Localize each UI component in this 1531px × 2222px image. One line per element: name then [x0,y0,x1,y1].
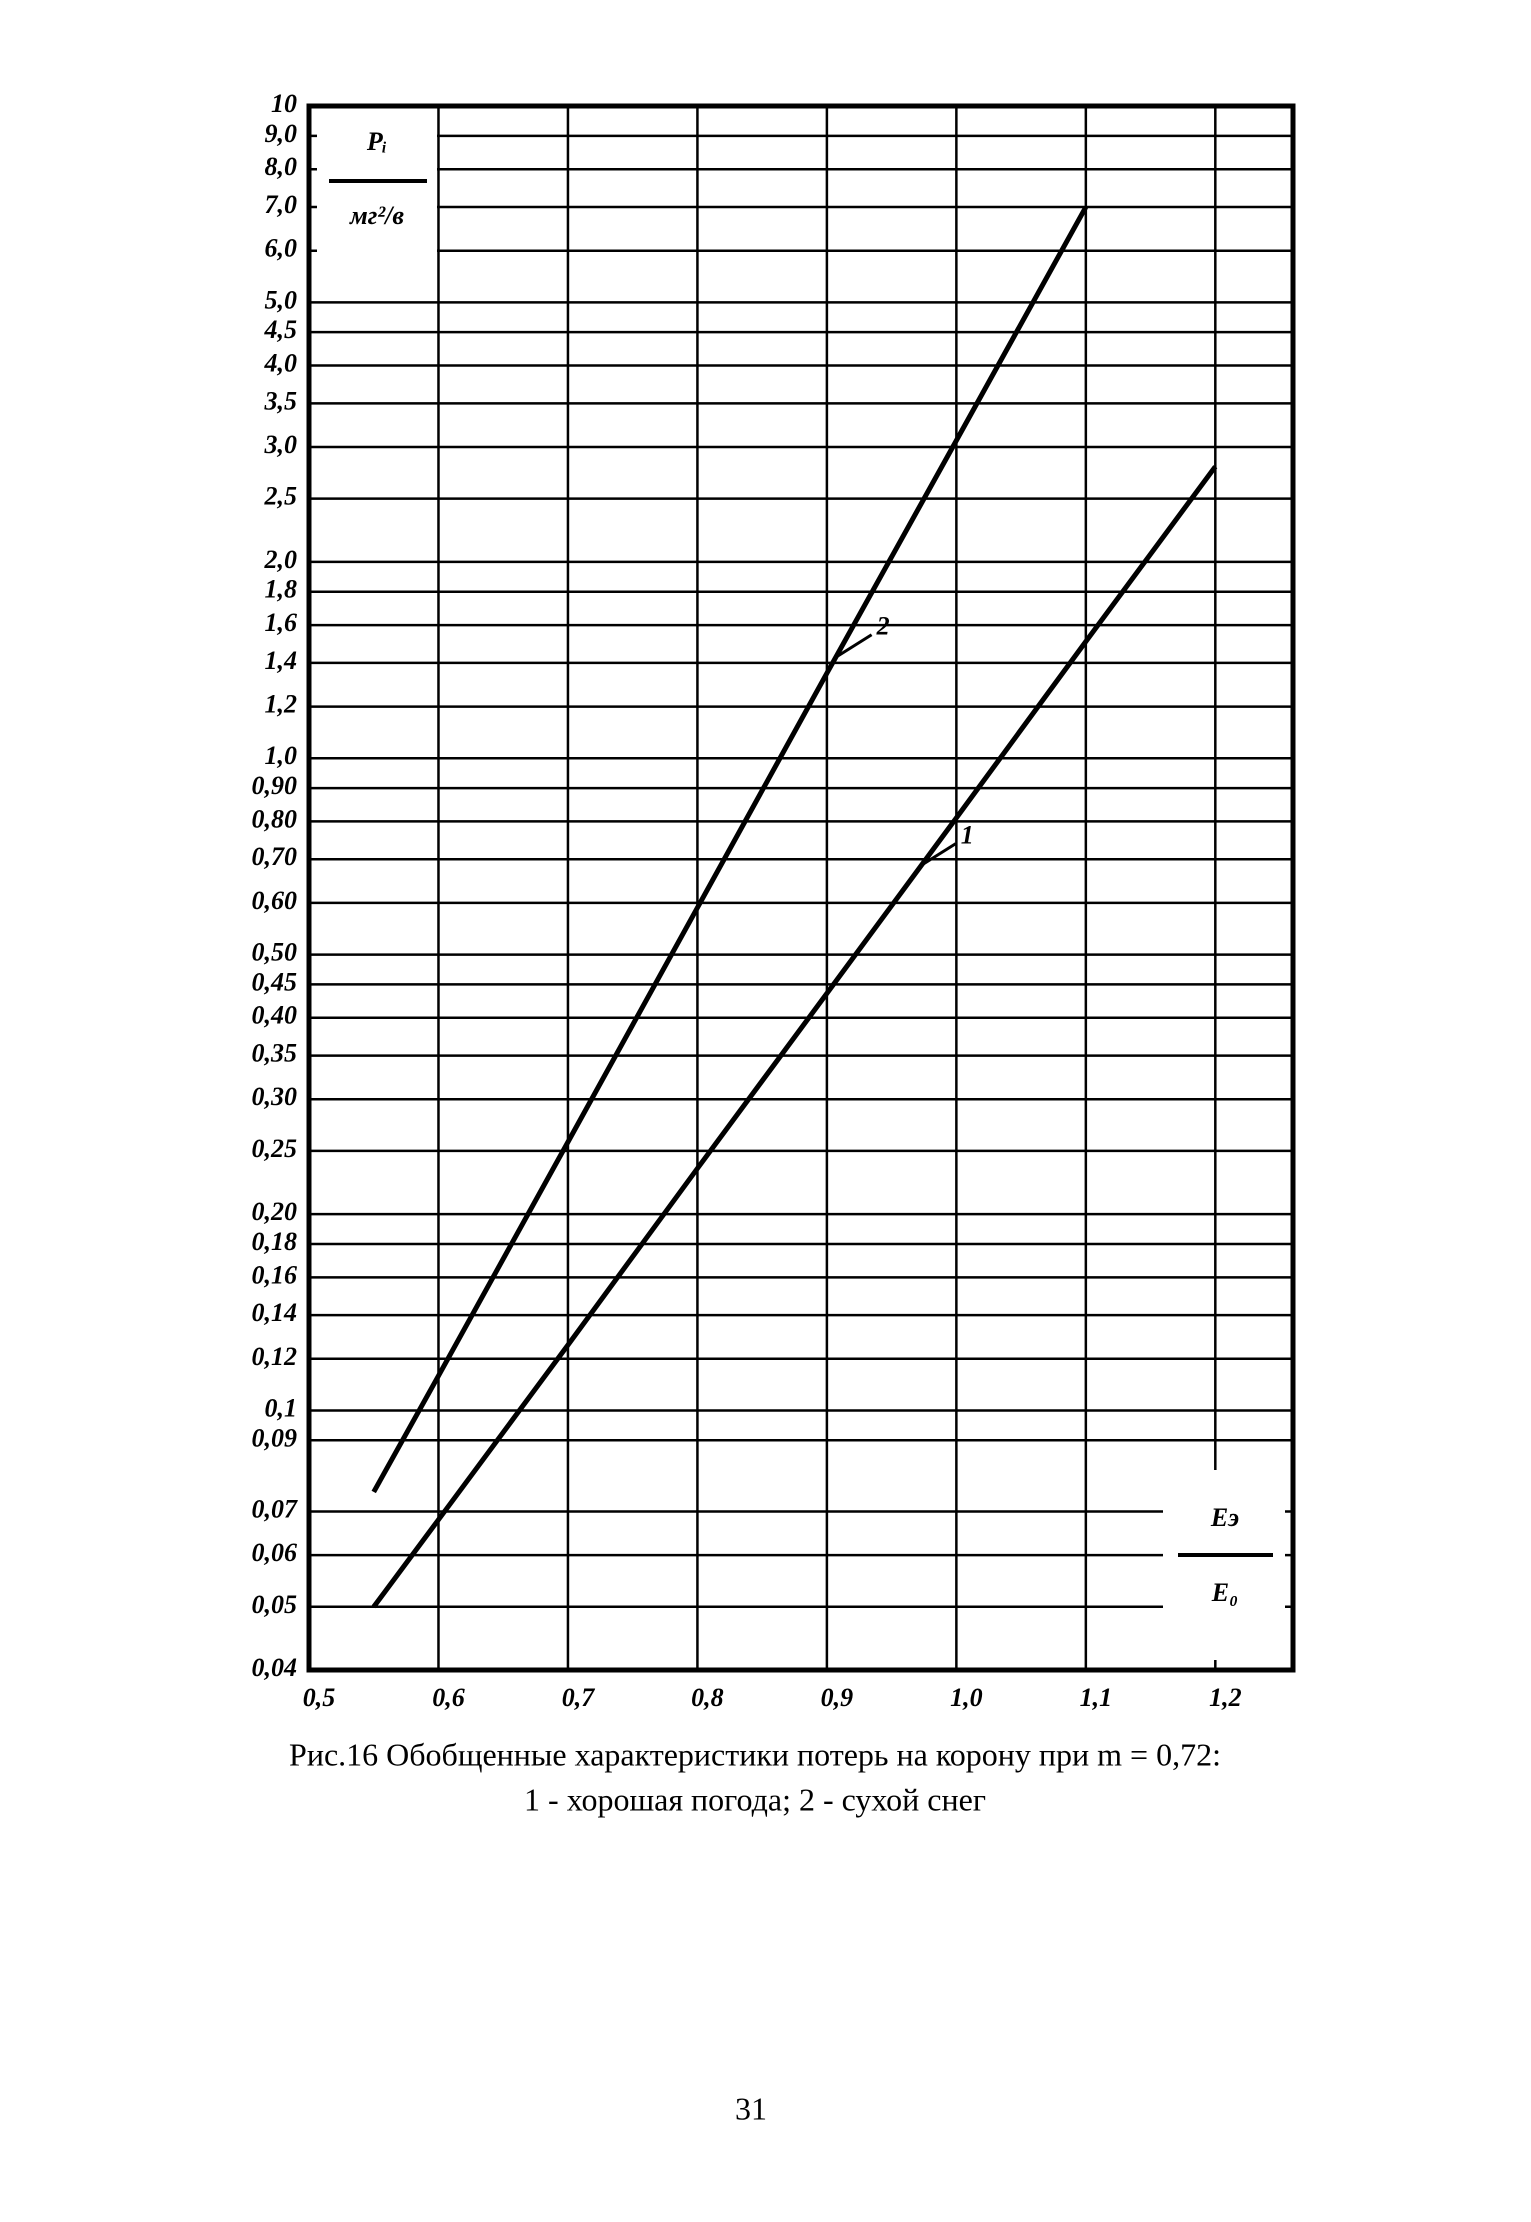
y-tick-label: 6,0 [265,234,298,263]
xlabel-box [1163,1470,1285,1660]
y-tick-label: 1,6 [265,608,298,637]
x-tick-label: 0,7 [562,1683,596,1712]
x-tick-label: 0,5 [303,1683,336,1712]
y-tick-label: 0,30 [252,1082,298,1111]
y-tick-label: 9,0 [265,119,298,148]
y-tick-label: 1,0 [265,741,298,770]
y-tick-label: 0,14 [252,1298,298,1327]
y-tick-label: 0,20 [252,1197,298,1226]
y-tick-label: 0,18 [252,1227,298,1256]
y-tick-label: 0,05 [252,1590,298,1619]
y-tick-label: 0,16 [252,1260,298,1289]
page-number: 31 [735,2090,767,2126]
caption-line1: Рис.16 Обобщенные характеристики потерь … [289,1736,1221,1772]
y-tick-label: 0,06 [252,1538,298,1567]
y-tick-label: 0,07 [252,1494,299,1523]
x-tick-label: 0,9 [821,1683,854,1712]
y-tick-label: 1,8 [265,575,298,604]
ylabel-num: Pᵢ [366,127,387,156]
y-tick-label: 4,5 [264,315,298,344]
ylabel-box [317,112,437,282]
ylabel-den: мг²/в [349,201,404,230]
y-tick-label: 0,25 [252,1134,298,1163]
y-tick-label: 0,90 [252,771,298,800]
label-leader [919,842,957,867]
y-tick-label: 1,4 [265,646,298,675]
y-tick-label: 0,09 [252,1423,298,1452]
series-label: 2 [876,612,890,641]
x-tick-label: 0,6 [432,1683,465,1712]
y-tick-label: 0,04 [252,1653,298,1682]
series-label: 1 [961,821,974,850]
y-tick-label: 7,0 [265,190,298,219]
y-tick-label: 0,50 [252,938,298,967]
plot-frame [306,103,1296,1673]
y-tick-label: 0,60 [252,886,298,915]
y-tick-label: 0,70 [252,842,298,871]
y-tick-label: 5,0 [265,285,298,314]
y-tick-label: 0,40 [252,1001,298,1030]
y-tick-label: 0,80 [252,804,298,833]
x-tick-label: 1,2 [1209,1683,1242,1712]
y-tick-label: 4,0 [264,349,298,378]
x-tick-label: 1,0 [950,1683,983,1712]
xlabel-num: Eэ [1210,1503,1239,1532]
series-line [371,205,1089,1494]
label-leader [835,633,873,659]
y-tick-label: 2,5 [264,482,298,511]
y-tick-label: 8,0 [265,152,298,181]
y-tick-label: 3,0 [264,430,298,459]
y-tick-label: 0,45 [252,967,298,996]
series-line [371,465,1218,1609]
caption-line2: 1 - хорошая погода; 2 - сухой снег [524,1781,986,1817]
x-tick-label: 0,8 [691,1683,724,1712]
y-tick-label: 0,12 [252,1342,298,1371]
y-tick-label: 10 [271,89,297,118]
y-tick-label: 1,2 [265,690,298,719]
y-tick-label: 0,35 [252,1039,298,1068]
x-tick-label: 1,1 [1080,1683,1113,1712]
y-tick-label: 2,0 [264,545,298,574]
y-tick-label: 3,5 [264,386,298,415]
y-tick-label: 0,1 [265,1393,298,1422]
xlabel-den: E₀ [1211,1578,1238,1607]
